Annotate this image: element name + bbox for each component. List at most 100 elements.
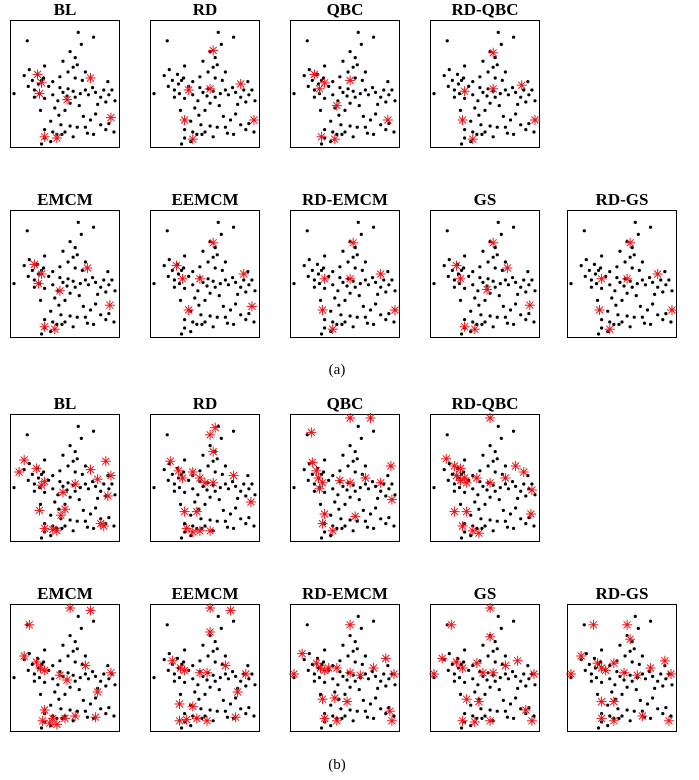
- pool-point: [203, 108, 207, 112]
- pool-point: [198, 75, 202, 79]
- pool-point: [353, 640, 357, 644]
- pool-point: [73, 640, 77, 644]
- pool-point: [608, 677, 612, 681]
- pool-point: [499, 626, 503, 630]
- pool-point: [589, 672, 593, 676]
- scatter-plot: [10, 20, 120, 148]
- pool-point: [247, 677, 251, 681]
- plot-frame: [567, 210, 677, 338]
- pool-point: [81, 114, 85, 118]
- pool-point: [183, 490, 187, 494]
- pool-point: [88, 118, 93, 122]
- selected-sample-marker: [441, 453, 452, 464]
- selected-sample-marker: [31, 463, 42, 474]
- pool-point: [39, 332, 44, 336]
- pool-point: [60, 322, 64, 326]
- pool-point: [197, 113, 201, 117]
- pool-point: [221, 698, 225, 702]
- pool-point: [49, 119, 53, 123]
- pool-point: [83, 315, 87, 319]
- selected-sample-marker: [576, 651, 587, 661]
- pool-point: [32, 95, 36, 99]
- pool-point: [498, 92, 502, 96]
- selected-sample-marker: [228, 470, 239, 481]
- pool-point: [223, 672, 227, 676]
- pool-point: [99, 95, 103, 99]
- selected-sample-marker: [471, 473, 482, 483]
- pool-point: [357, 104, 361, 108]
- selected-sample-marker: [451, 470, 462, 481]
- pool-point: [213, 640, 217, 644]
- pool-point: [61, 484, 65, 488]
- selected-sample-marker: [471, 658, 482, 669]
- pool-point: [379, 123, 383, 127]
- pool-point: [94, 112, 98, 116]
- selected-sample-marker: [365, 413, 376, 423]
- pool-point: [379, 679, 383, 683]
- pool-point: [250, 672, 254, 676]
- pool-point: [91, 132, 96, 136]
- pool-point: [463, 490, 467, 494]
- pool-point: [96, 292, 100, 296]
- pool-point: [432, 486, 436, 490]
- pool-point: [478, 86, 482, 90]
- pool-point: [356, 424, 360, 428]
- pool-point: [25, 39, 29, 43]
- scatter-plot: [150, 20, 260, 148]
- pool-point: [485, 678, 489, 682]
- pool-point: [107, 122, 111, 126]
- pool-point: [213, 660, 217, 664]
- pool-point: [83, 88, 87, 92]
- pool-point: [244, 522, 248, 526]
- pool-point: [205, 284, 209, 288]
- pool-point: [250, 278, 254, 282]
- pool-point: [527, 677, 531, 681]
- selected-sample-marker: [319, 77, 330, 88]
- pool-point: [524, 318, 528, 322]
- pool-point: [220, 472, 224, 476]
- pool-point: [478, 276, 482, 280]
- pool-point: [191, 93, 195, 97]
- selected-sample-marker: [459, 86, 470, 97]
- pool-point: [218, 282, 222, 286]
- pool-point: [491, 65, 495, 69]
- selected-sample-marker: [36, 269, 47, 279]
- pool-point: [471, 283, 475, 287]
- pool-point: [32, 88, 36, 92]
- selected-sample-marker: [317, 305, 328, 315]
- pool-point: [393, 99, 397, 103]
- pool-point: [447, 462, 451, 466]
- pool-point: [191, 664, 195, 668]
- plot-frame: [430, 20, 540, 148]
- scatter-plot: [150, 603, 260, 732]
- pool-point: [595, 692, 600, 696]
- pool-point: [110, 88, 114, 92]
- selected-sample-marker: [32, 69, 43, 80]
- pool-point: [589, 278, 593, 282]
- selected-sample-marker: [39, 705, 50, 715]
- plot-frame: [430, 210, 540, 338]
- pool-point: [393, 683, 397, 687]
- selected-sample-marker: [51, 133, 62, 143]
- pool-point: [519, 95, 523, 99]
- pool-point: [323, 96, 327, 100]
- selected-sample-marker: [210, 422, 221, 433]
- pool-point: [498, 486, 502, 490]
- selected-sample-marker: [47, 713, 58, 724]
- panel-title: QBC: [326, 0, 364, 19]
- pool-point: [68, 634, 72, 638]
- pool-point: [353, 679, 357, 683]
- selected-sample-marker: [622, 273, 633, 284]
- pool-point: [329, 534, 333, 538]
- pool-point: [51, 677, 55, 681]
- panel-title: GS: [473, 190, 497, 209]
- pool-point: [71, 65, 75, 69]
- pool-point: [247, 93, 251, 97]
- selected-sample-marker: [355, 670, 366, 681]
- pool-point: [339, 313, 343, 317]
- pool-point: [331, 93, 335, 97]
- pool-point: [387, 516, 391, 520]
- selected-sample-marker: [528, 669, 539, 679]
- pool-point: [63, 692, 67, 696]
- selected-sample-marker: [659, 655, 670, 666]
